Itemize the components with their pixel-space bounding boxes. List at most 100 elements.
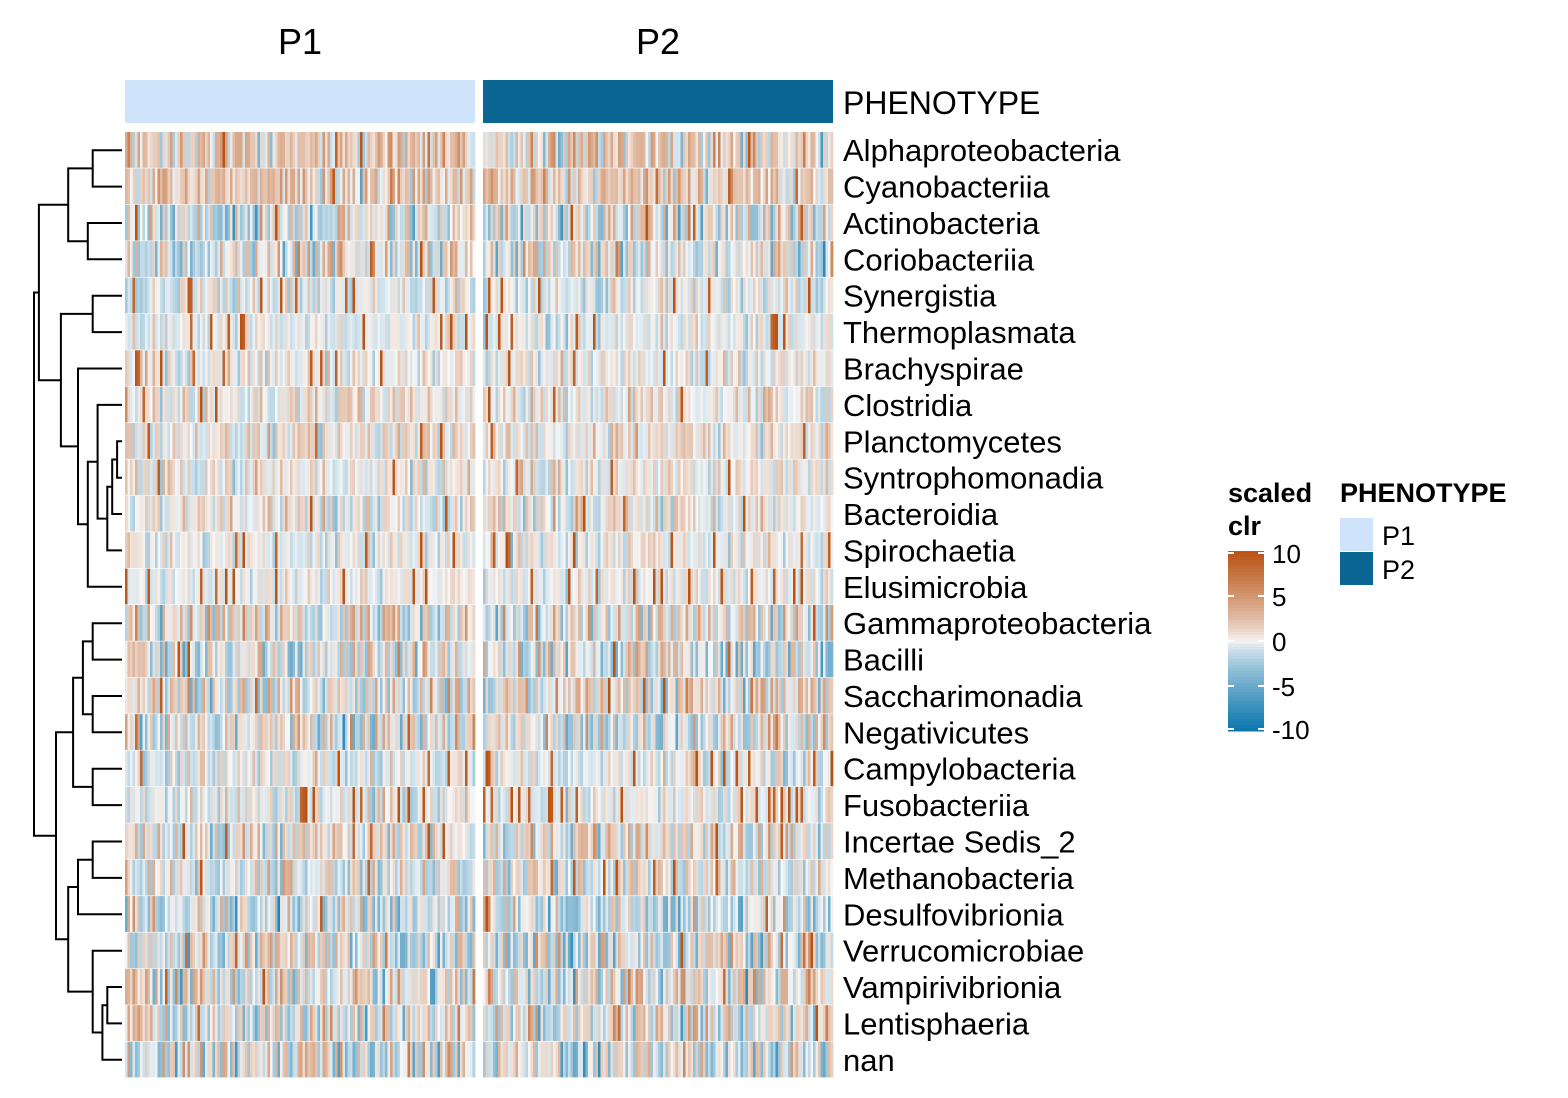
- heatmap-cell: [708, 132, 711, 168]
- heatmap-cell: [147, 750, 151, 787]
- dendrogram-link: [67, 167, 93, 243]
- heatmap-cell: [465, 714, 468, 750]
- heatmap-cell: [680, 386, 684, 423]
- heatmap-cell: [510, 495, 514, 532]
- heatmap-cell: [733, 277, 736, 314]
- heatmap-cell: [785, 459, 789, 496]
- heatmap-cell: [390, 459, 393, 496]
- heatmap-cell: [340, 350, 343, 387]
- heatmap-cell: [425, 277, 428, 314]
- heatmap-cell: [397, 495, 401, 532]
- heatmap-cell: [788, 641, 791, 678]
- heatmap-cell: [638, 168, 641, 205]
- heatmap-cell: [360, 423, 363, 459]
- heatmap-cell: [245, 495, 248, 532]
- heatmap-cell: [305, 168, 308, 205]
- heatmap-cell: [588, 313, 591, 350]
- heatmap-cell: [653, 241, 656, 277]
- heatmap-cell: [635, 204, 639, 241]
- heatmap-cell: [758, 168, 761, 205]
- heatmap-cell: [718, 241, 721, 277]
- heatmap-cell: [287, 677, 291, 714]
- heatmap-cell: [160, 532, 163, 569]
- heatmap-cell: [257, 714, 261, 750]
- heatmap-cell: [365, 605, 368, 641]
- heatmap-cell: [628, 532, 631, 569]
- heatmap-cell: [570, 168, 574, 205]
- heatmap-cell: [240, 605, 243, 641]
- heatmap-cell: [320, 204, 323, 241]
- heatmap-cell: [623, 204, 626, 241]
- heatmap-cell: [510, 313, 514, 350]
- heatmap-cell: [633, 168, 636, 205]
- heatmap-cell: [810, 241, 814, 277]
- heatmap-cell: [603, 350, 606, 387]
- heatmap-cell: [820, 204, 824, 241]
- heatmap-cell: [640, 459, 644, 496]
- heatmap-cell: [820, 495, 824, 532]
- heatmap-cell: [680, 568, 684, 605]
- heatmap-cell: [670, 677, 674, 714]
- heatmap-cell: [315, 641, 318, 678]
- heatmap-cell: [422, 423, 426, 459]
- heatmap-cell: [395, 532, 398, 569]
- heatmap-cell: [207, 313, 211, 350]
- heatmap-cell: [660, 532, 664, 569]
- heatmap-cell: [162, 568, 166, 605]
- heatmap-cell: [690, 605, 694, 641]
- heatmap-cell: [412, 750, 416, 787]
- heatmap-cell: [445, 386, 448, 423]
- heatmap-cell: [688, 132, 691, 168]
- heatmap-cell: [395, 204, 398, 241]
- heatmap-cell: [387, 495, 391, 532]
- heatmap-cell: [245, 241, 248, 277]
- heatmap-cell: [635, 568, 639, 605]
- heatmap-cell: [202, 313, 206, 350]
- heatmap-cell: [190, 532, 193, 569]
- heatmap-cell: [195, 423, 198, 459]
- heatmap-cell: [818, 168, 821, 205]
- heatmap-cell: [192, 532, 196, 569]
- heatmap-cell: [485, 714, 489, 750]
- heatmap-cell: [460, 423, 463, 459]
- heatmap-cell: [528, 714, 531, 750]
- heatmap-cell: [282, 605, 286, 641]
- heatmap-cell: [498, 568, 501, 605]
- heatmap-cell: [715, 714, 719, 750]
- heatmap-cell: [157, 168, 161, 205]
- heatmap-cell: [257, 350, 261, 387]
- heatmap-cell: [665, 204, 669, 241]
- heatmap-cell: [210, 605, 213, 641]
- heatmap-cell: [127, 605, 131, 641]
- heatmap-cell: [125, 168, 128, 205]
- heatmap-cell: [315, 532, 318, 569]
- heatmap-cell: [680, 132, 684, 168]
- heatmap-cell: [548, 532, 551, 569]
- heatmap-cell: [645, 241, 649, 277]
- heatmap-cell: [763, 641, 766, 678]
- heatmap-cell: [490, 641, 494, 678]
- heatmap-cell: [242, 532, 246, 569]
- heatmap-cell: [447, 641, 451, 678]
- heatmap-cell: [425, 204, 428, 241]
- heatmap-cell: [733, 132, 736, 168]
- heatmap-cell: [523, 386, 526, 423]
- heatmap-cell: [513, 132, 516, 168]
- heatmap-cell: [250, 605, 253, 641]
- heatmap-cell: [798, 277, 801, 314]
- heatmap-cell: [828, 241, 831, 277]
- heatmap-cell: [135, 532, 138, 569]
- dendrogram-link: [106, 986, 122, 1025]
- heatmap-cell: [495, 568, 499, 605]
- heatmap-cell: [565, 532, 569, 569]
- heatmap-cell: [643, 641, 646, 678]
- heatmap-cell: [770, 423, 774, 459]
- heatmap-cell: [147, 677, 151, 714]
- heatmap-cell: [275, 277, 278, 314]
- heatmap-cell: [575, 677, 579, 714]
- heatmap-cell: [245, 532, 248, 569]
- heatmap-cell: [387, 677, 391, 714]
- heatmap-cell: [720, 641, 724, 678]
- heatmap-cell: [320, 568, 323, 605]
- heatmap-cell: [247, 641, 251, 678]
